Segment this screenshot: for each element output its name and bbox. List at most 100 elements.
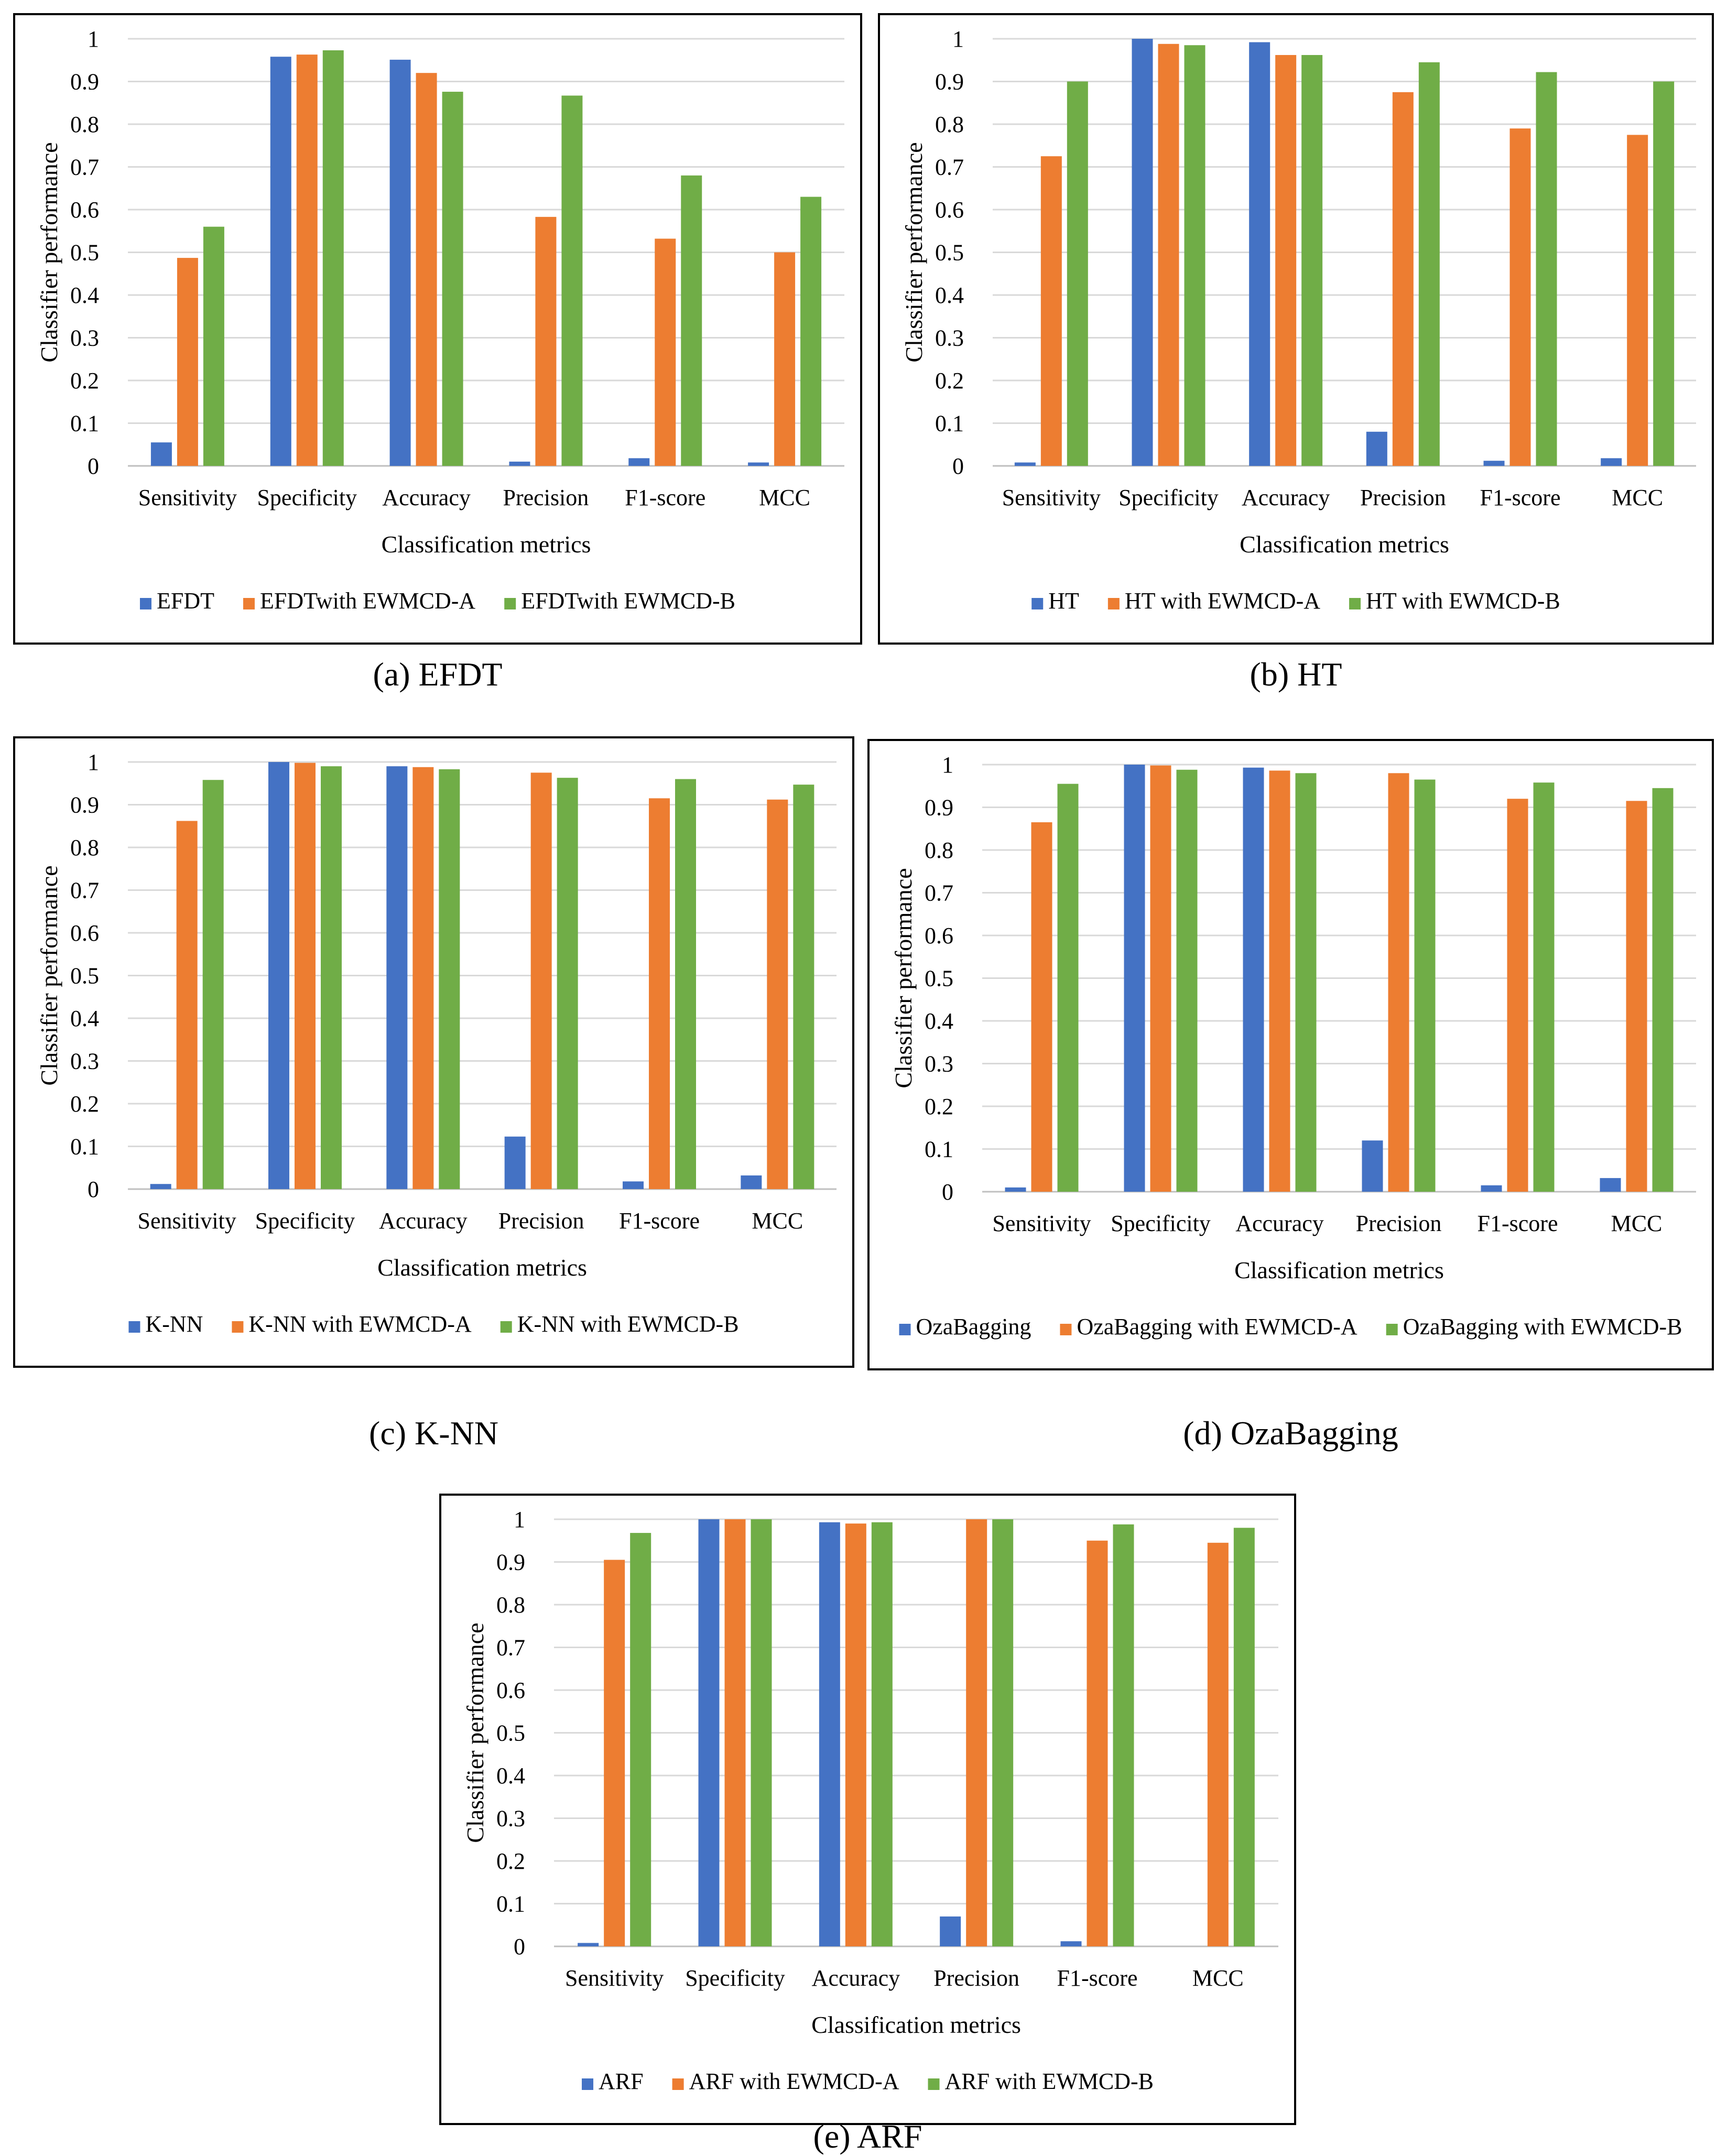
chart-svg: 0 0.1 0.2 0.3 0.4 0.5 0.6 0.7 0.8 0.9 1 Classifier … xyxy=(890,752,1696,1340)
bar-0-3 xyxy=(940,1916,961,1946)
y-tick-label: 0.6 xyxy=(70,197,99,223)
y-tick-label: 0 xyxy=(88,453,99,479)
legend-item: HT xyxy=(1031,588,1079,614)
bar-1-1 xyxy=(296,55,318,466)
y-axis-label: Classifier performance xyxy=(36,142,62,362)
legend-label: ARF with EWMCD-B xyxy=(945,2068,1154,2094)
x-axis-label: Classification metrics xyxy=(382,531,591,558)
legend-label: K-NN with EWMCD-A xyxy=(248,1311,472,1337)
y-tick-label: 0.9 xyxy=(496,1550,525,1575)
bar-0-0 xyxy=(150,1184,171,1189)
y-tick-label: 0.4 xyxy=(935,282,964,308)
y-tick-label: 0.3 xyxy=(70,325,99,351)
x-tick-label: Precision xyxy=(503,485,589,510)
bar-0-4 xyxy=(628,458,650,466)
y-tick-label: 0.4 xyxy=(70,282,99,308)
legend-item: ARF xyxy=(582,2068,644,2094)
bar-2-4 xyxy=(681,175,702,466)
chart-panel-arf: 0 0.1 0.2 0.3 0.4 0.5 0.6 0.7 0.8 0.9 1 Classifier … xyxy=(439,1494,1296,2125)
bar-2-0 xyxy=(1057,783,1079,1192)
x-tick-label: MCC xyxy=(759,485,810,510)
bar-1-0 xyxy=(604,1560,625,1946)
legend-label: ARF xyxy=(599,2068,644,2094)
bar-1-5 xyxy=(1627,135,1648,466)
bar-1-5 xyxy=(1207,1542,1229,1946)
bar-1-2 xyxy=(845,1523,866,1946)
bar-1-5 xyxy=(767,799,788,1189)
bar-1-1 xyxy=(724,1519,746,1946)
legend-swatch xyxy=(672,2078,684,2090)
y-tick-label: 0.1 xyxy=(70,1134,99,1160)
bar-2-1 xyxy=(321,766,342,1189)
bar-0-5 xyxy=(748,462,769,466)
y-tick-label: 1 xyxy=(88,749,99,775)
legend-swatch xyxy=(928,2078,940,2090)
legend-swatch xyxy=(1386,1324,1398,1335)
y-tick-label: 0.3 xyxy=(70,1049,99,1074)
x-axis-label: Classification metrics xyxy=(1240,531,1449,558)
y-tick-label: 0.2 xyxy=(70,368,99,394)
bar-0-1 xyxy=(1124,765,1145,1192)
legend-label: HT xyxy=(1048,588,1079,614)
bar-0-5 xyxy=(741,1175,762,1189)
y-tick-label: 0.6 xyxy=(925,923,953,949)
x-tick-label: Precision xyxy=(498,1208,584,1234)
x-tick-label: Sensitivity xyxy=(1002,485,1101,510)
chart-panel-ozabagging: 0 0.1 0.2 0.3 0.4 0.5 0.6 0.7 0.8 0.9 1 Classifier … xyxy=(867,739,1714,1370)
legend-item: OzaBagging with EWMCD-A xyxy=(1060,1314,1357,1340)
bar-0-3 xyxy=(1362,1140,1383,1192)
bar-2-0 xyxy=(203,226,224,466)
x-tick-label: Precision xyxy=(1360,485,1446,510)
bar-1-5 xyxy=(774,252,796,466)
y-tick-label: 0.3 xyxy=(496,1806,525,1832)
x-tick-label: Precision xyxy=(933,1965,1019,1991)
y-tick-label: 0.7 xyxy=(70,155,99,180)
bar-2-2 xyxy=(442,92,463,466)
legend-item: OzaBagging xyxy=(899,1314,1031,1340)
bar-0-0 xyxy=(578,1943,599,1946)
bar-0-2 xyxy=(386,766,408,1189)
bar-0-3 xyxy=(509,461,530,466)
legend: EFDT EFDTwith EWMCD-A EFDTwith EWMCD-B xyxy=(139,588,735,614)
bar-2-1 xyxy=(1184,45,1205,466)
bar-2-2 xyxy=(439,769,460,1189)
bar-2-5 xyxy=(800,197,822,466)
x-tick-label: F1-score xyxy=(619,1208,700,1234)
caption-efdt: (a) EFDT xyxy=(373,656,503,693)
y-tick-label: 0.5 xyxy=(70,963,99,989)
bar-2-5 xyxy=(793,785,814,1189)
legend-swatch xyxy=(128,1321,140,1333)
bar-1-0 xyxy=(176,821,198,1189)
y-tick-label: 0.8 xyxy=(70,112,99,137)
y-tick-label: 0.6 xyxy=(70,920,99,946)
chart-svg: 0 0.1 0.2 0.3 0.4 0.5 0.6 0.7 0.8 0.9 1 Classifier … xyxy=(36,26,844,614)
x-tick-label: Specificity xyxy=(1111,1211,1211,1236)
y-tick-label: 0.2 xyxy=(70,1091,99,1117)
chart-panel-ht: 0 0.1 0.2 0.3 0.4 0.5 0.6 0.7 0.8 0.9 1 Classifier … xyxy=(878,13,1714,645)
x-tick-label: Specificity xyxy=(255,1208,355,1234)
legend: ARF ARF with EWMCD-A ARF with EWMCD-B xyxy=(582,2068,1154,2094)
y-tick-label: 1 xyxy=(88,26,99,52)
y-tick-label: 1 xyxy=(514,1507,525,1532)
legend-item: OzaBagging with EWMCD-B xyxy=(1386,1314,1682,1340)
bar-0-5 xyxy=(1600,1178,1621,1192)
legend-swatch xyxy=(500,1321,512,1333)
legend-item: EFDT xyxy=(139,588,214,614)
bar-1-0 xyxy=(177,258,198,466)
x-axis-label: Classification metrics xyxy=(1234,1257,1444,1283)
y-tick-label: 0.1 xyxy=(70,411,99,437)
y-tick-label: 1 xyxy=(952,26,964,52)
bar-0-0 xyxy=(1014,462,1036,466)
legend-swatch xyxy=(232,1321,244,1333)
y-tick-label: 0.1 xyxy=(496,1891,525,1917)
x-tick-label: F1-score xyxy=(625,485,705,510)
x-tick-label: Sensitivity xyxy=(138,1208,236,1234)
chart-svg: 0 0.1 0.2 0.3 0.4 0.5 0.6 0.7 0.8 0.9 1 Classifier … xyxy=(900,26,1696,614)
bar-1-3 xyxy=(966,1519,987,1946)
bar-1-2 xyxy=(412,767,434,1189)
bar-0-4 xyxy=(623,1181,644,1189)
x-tick-label: Sensitivity xyxy=(992,1211,1091,1236)
bar-1-2 xyxy=(416,73,437,466)
bar-1-4 xyxy=(655,238,676,466)
y-tick-label: 0.6 xyxy=(496,1678,525,1703)
